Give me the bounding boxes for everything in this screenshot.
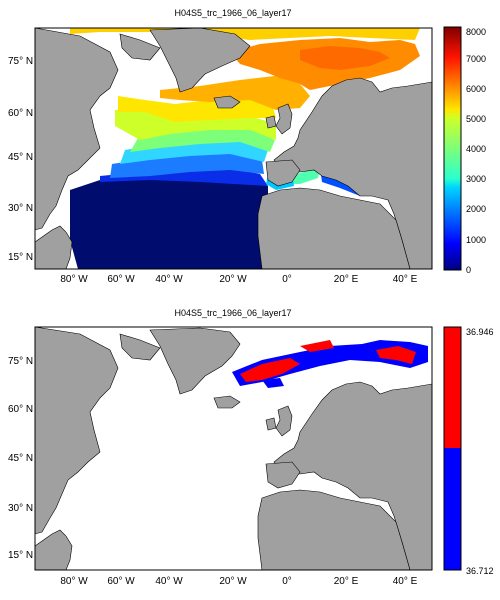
map-title: H04S5_trc_1966_06_layer17 — [174, 308, 291, 318]
y-tick-label: 30° N — [8, 503, 33, 514]
colorbar-tick: 36.946 — [466, 327, 494, 337]
x-axis-ticks: 80° W 60° W 40° W 20° W 0° 20° E 40° E — [60, 274, 417, 285]
y-tick-label: 45° N — [8, 152, 33, 163]
colorbar-continuous: 8000 7000 6000 5000 4000 3000 2000 1000 … — [443, 26, 486, 275]
x-tick-label: 0° — [282, 274, 292, 285]
map-panel-bottom: H04S5_trc_1966_06_layer17 — [8, 308, 494, 587]
y-tick-label: 60° N — [8, 404, 33, 415]
y-axis-ticks: 75° N 60° N 45° N 30° N 15° N — [8, 56, 33, 263]
y-tick-label: 30° N — [8, 203, 33, 214]
colorbar-tick: 3000 — [466, 174, 486, 184]
y-tick-label: 15° N — [8, 252, 33, 263]
colorbar-tick: 2000 — [466, 204, 486, 214]
x-tick-label: 40° W — [155, 274, 183, 285]
x-tick-label: 60° W — [107, 274, 135, 285]
y-tick-label: 45° N — [8, 453, 33, 464]
map-title: H04S5_trc_1966_06_layer17 — [174, 8, 291, 18]
colorbar-tick: 1000 — [466, 235, 486, 245]
colorbar-class-high — [444, 327, 461, 448]
x-tick-label: 20° W — [219, 576, 247, 587]
land-masses — [35, 28, 432, 269]
colorbar-class-low — [444, 448, 461, 570]
y-tick-label: 75° N — [8, 56, 33, 67]
x-tick-label: 80° W — [60, 576, 88, 587]
x-tick-label: 20° E — [334, 274, 359, 285]
x-tick-label: 20° W — [219, 274, 247, 285]
map-panel-top: H04S5_trc_1966_06_layer17 — [8, 8, 486, 285]
x-tick-label: 60° W — [107, 576, 135, 587]
tracer-field — [232, 340, 428, 388]
map-area — [35, 28, 432, 269]
x-tick-label: 40° E — [393, 274, 418, 285]
y-axis-ticks: 75° N 60° N 45° N 30° N 15° N — [8, 356, 33, 561]
colorbar-tick: 6000 — [466, 84, 486, 94]
x-tick-label: 0° — [282, 576, 292, 587]
colorbar-tick: 0 — [466, 265, 471, 275]
colorbar-tick: 8000 — [466, 27, 486, 37]
colorbar-tick: 4000 — [466, 144, 486, 154]
colorbar-tick: 7000 — [466, 54, 486, 64]
colorbar-tick: 36.712 — [466, 566, 494, 576]
y-tick-label: 75° N — [8, 356, 33, 367]
map-frame — [34, 326, 433, 571]
x-tick-label: 20° E — [334, 576, 359, 587]
y-tick-label: 60° N — [8, 108, 33, 119]
y-tick-label: 15° N — [8, 550, 33, 561]
land-masses — [35, 327, 432, 570]
colorbar-tick: 5000 — [466, 114, 486, 124]
map-area — [35, 327, 432, 570]
x-tick-label: 80° W — [60, 274, 88, 285]
colorbar-frame — [443, 326, 462, 571]
x-tick-label: 40° E — [393, 576, 418, 587]
colorbar-two-class: 36.946 36.712 — [443, 326, 494, 576]
colorbar-gradient — [443, 26, 462, 271]
x-tick-label: 40° W — [155, 576, 183, 587]
x-axis-ticks: 80° W 60° W 40° W 20° W 0° 20° E 40° E — [60, 576, 417, 587]
map-frame — [34, 27, 433, 270]
